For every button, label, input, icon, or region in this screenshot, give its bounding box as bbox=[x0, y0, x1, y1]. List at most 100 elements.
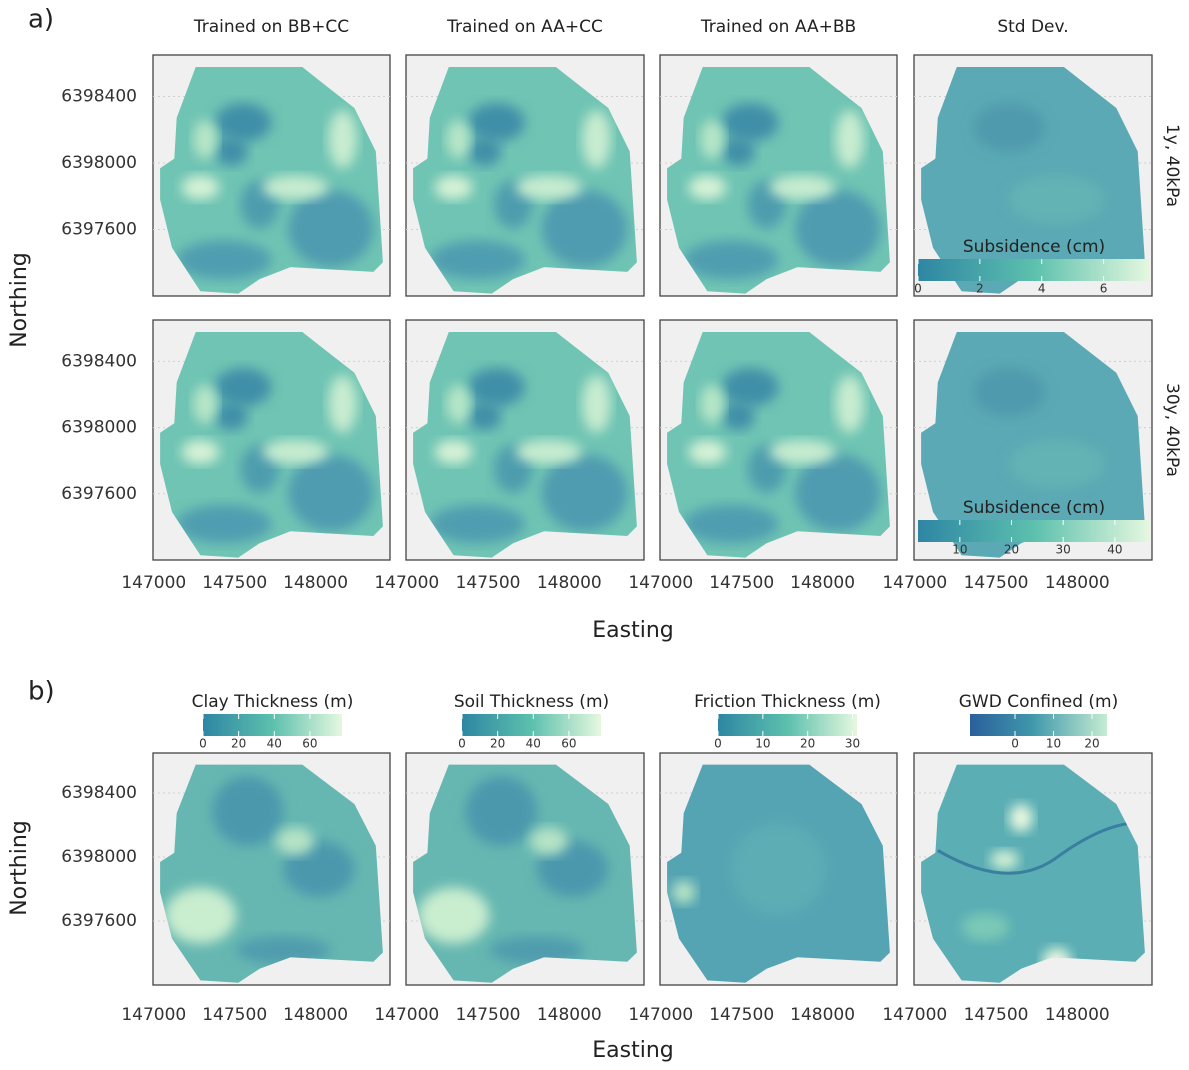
y-tick-label: 6398400 bbox=[61, 351, 137, 371]
y-tick-label: 6398000 bbox=[61, 418, 137, 438]
texture-blob bbox=[215, 103, 272, 142]
texture-blob bbox=[262, 176, 328, 200]
colorbar-tick-label: 30 bbox=[845, 737, 860, 751]
colorbar-tick-label: 4 bbox=[1038, 282, 1046, 296]
texture-blob bbox=[468, 368, 525, 406]
colorbar bbox=[718, 714, 857, 736]
texture-blob bbox=[215, 137, 248, 166]
texture-blob bbox=[435, 440, 473, 464]
colorbar-tick-label: 20 bbox=[490, 737, 505, 751]
x-axis-title: Easting bbox=[592, 618, 674, 643]
texture-blob bbox=[466, 776, 537, 846]
colorbar bbox=[203, 714, 342, 736]
x-tick-label: 148000 bbox=[283, 1005, 348, 1025]
texture-blob bbox=[769, 440, 835, 464]
texture-blob bbox=[193, 385, 217, 423]
texture-blob bbox=[262, 440, 328, 464]
map-panel bbox=[153, 55, 390, 296]
colorbar-tick-label: 40 bbox=[267, 737, 282, 751]
texture-blob bbox=[215, 368, 272, 406]
texture-blob bbox=[435, 176, 473, 200]
y-tick-label: 6398400 bbox=[61, 783, 137, 803]
figure: a) b) Northing Northing Easting Easting … bbox=[0, 0, 1189, 1066]
x-tick-label: 147000 bbox=[374, 573, 439, 593]
texture-blob bbox=[835, 110, 863, 168]
y-tick-label: 6398000 bbox=[61, 847, 137, 867]
x-tick-label: 148000 bbox=[537, 1005, 602, 1025]
map-panel bbox=[660, 753, 897, 985]
colorbar-tick-label: 0 bbox=[458, 737, 466, 751]
colorbar-tick-label: 0 bbox=[1011, 737, 1019, 751]
column-title: Trained on AA+BB bbox=[700, 17, 856, 37]
y-tick-label: 6397600 bbox=[61, 484, 137, 504]
texture-blob bbox=[684, 241, 779, 280]
texture-blob bbox=[418, 888, 489, 944]
colorbar-title: Friction Thickness (m) bbox=[694, 692, 881, 712]
x-tick-label: 147000 bbox=[121, 1005, 186, 1025]
texture-blob bbox=[722, 137, 755, 166]
colorbar-title: GWD Confined (m) bbox=[959, 692, 1118, 712]
texture-blob bbox=[582, 375, 611, 433]
map-panel bbox=[406, 320, 644, 560]
page: a) b) Northing Northing Easting Easting … bbox=[0, 0, 1189, 1066]
texture-blob bbox=[446, 385, 470, 423]
x-tick-label: 147000 bbox=[628, 1005, 693, 1025]
column-title: Trained on AA+CC bbox=[446, 17, 603, 37]
texture-blob bbox=[722, 368, 779, 406]
x-tick-label: 147500 bbox=[709, 573, 774, 593]
texture-blob bbox=[684, 505, 779, 543]
texture-blob bbox=[974, 103, 1045, 151]
panel-label: a) bbox=[28, 5, 54, 35]
texture-blob bbox=[688, 176, 726, 200]
texture-blob bbox=[1009, 804, 1033, 832]
colorbar-tick-label: 20 bbox=[1084, 737, 1099, 751]
texture-blob bbox=[515, 176, 582, 200]
colorbar bbox=[970, 714, 1107, 736]
texture-blob bbox=[795, 190, 880, 267]
x-tick-label: 148000 bbox=[1045, 573, 1110, 593]
x-tick-label: 147000 bbox=[882, 1005, 947, 1025]
y-tick-label: 6397600 bbox=[61, 911, 137, 931]
texture-blob bbox=[446, 120, 470, 159]
x-tick-label: 147000 bbox=[628, 573, 693, 593]
map-panel bbox=[153, 320, 390, 560]
texture-blob bbox=[276, 827, 314, 855]
texture-blob bbox=[468, 103, 525, 142]
map-panel bbox=[406, 55, 644, 296]
texture-blob bbox=[542, 190, 628, 267]
y-tick-label: 6398000 bbox=[61, 153, 137, 173]
x-tick-label: 148000 bbox=[1045, 1005, 1110, 1025]
texture-blob bbox=[1009, 440, 1104, 488]
texture-blob bbox=[974, 368, 1045, 416]
colorbar-title: Soil Thickness (m) bbox=[454, 692, 609, 712]
colorbar-tick-label: 10 bbox=[952, 543, 967, 557]
texture-blob bbox=[177, 505, 272, 543]
texture-blob bbox=[181, 440, 219, 464]
texture-blob bbox=[731, 823, 826, 916]
colorbar bbox=[918, 259, 1150, 281]
texture-blob bbox=[430, 241, 525, 280]
x-tick-label: 147500 bbox=[202, 1005, 267, 1025]
texture-blob bbox=[215, 402, 248, 431]
texture-blob bbox=[835, 375, 863, 433]
colorbar-tick-label: 30 bbox=[1056, 543, 1071, 557]
colorbar-title: Subsidence (cm) bbox=[963, 498, 1105, 518]
texture-blob bbox=[582, 110, 611, 168]
x-tick-label: 148000 bbox=[790, 1005, 855, 1025]
texture-blob bbox=[672, 881, 696, 904]
colorbar-tick-label: 60 bbox=[561, 737, 576, 751]
texture-blob bbox=[288, 190, 373, 267]
x-tick-label: 147000 bbox=[121, 573, 186, 593]
texture-blob bbox=[530, 827, 568, 855]
texture-blob bbox=[542, 454, 628, 531]
map-panel bbox=[153, 753, 390, 985]
x-tick-label: 148000 bbox=[537, 573, 602, 593]
map-panel bbox=[914, 753, 1152, 985]
x-tick-label: 147500 bbox=[456, 573, 521, 593]
y-axis-title: Northing bbox=[7, 820, 32, 916]
texture-blob bbox=[468, 402, 501, 431]
colorbar bbox=[462, 714, 601, 736]
colorbar-tick-label: 0 bbox=[199, 737, 207, 751]
texture-blob bbox=[688, 440, 726, 464]
colorbar-tick-label: 20 bbox=[231, 737, 246, 751]
